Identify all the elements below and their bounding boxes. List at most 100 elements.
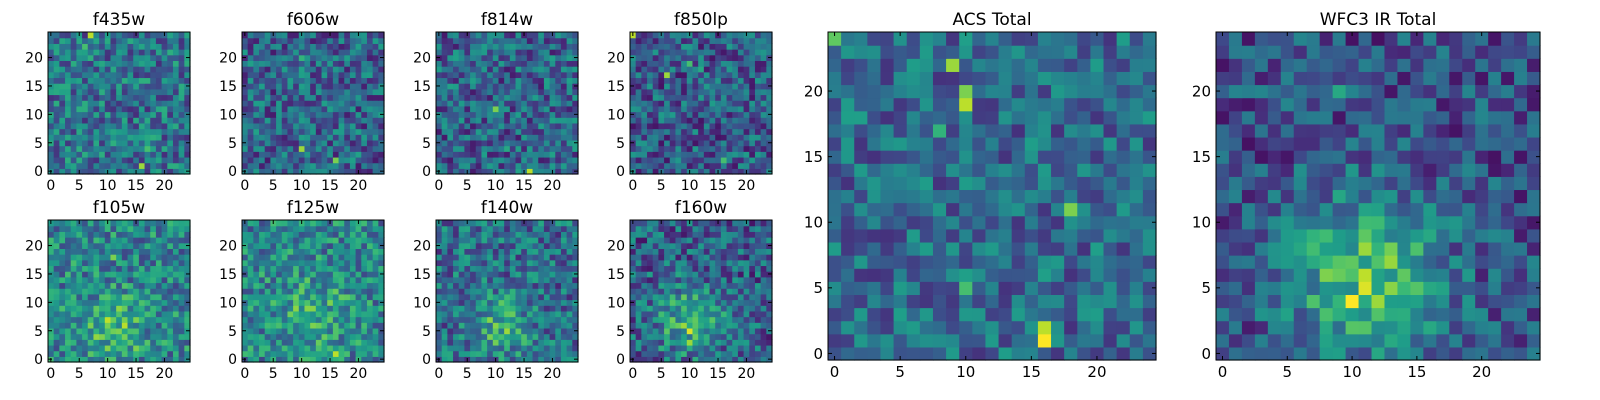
heatmap-cell	[647, 344, 654, 352]
heatmap-cell	[321, 237, 328, 244]
heatmap-cell	[99, 66, 106, 73]
heatmap-cell	[53, 225, 60, 232]
heatmap-cell	[82, 162, 89, 169]
heatmap-cell	[532, 111, 539, 118]
heatmap-cell	[715, 134, 722, 141]
heatmap-cell	[87, 117, 95, 124]
heatmap-cell	[184, 322, 191, 329]
heatmap-cell	[549, 77, 556, 84]
heatmap-cell	[161, 344, 168, 352]
heatmap-cell	[70, 237, 77, 244]
heatmap-cell	[560, 305, 568, 312]
heatmap-cell	[754, 156, 762, 164]
heatmap-cell	[253, 271, 260, 278]
heatmap-cell	[270, 310, 277, 318]
heatmap-cell	[349, 32, 357, 39]
heatmap-cell	[504, 88, 511, 96]
heatmap-cell	[372, 100, 379, 107]
heatmap-cell	[515, 145, 522, 152]
heatmap-cell	[675, 83, 682, 90]
heatmap-cell	[555, 88, 562, 96]
heatmap-cell	[470, 220, 477, 227]
heatmap-cell	[293, 265, 300, 272]
heatmap-cell	[127, 322, 134, 329]
heatmap-cell	[184, 316, 191, 323]
heatmap-cell	[99, 339, 106, 346]
heatmap-cell	[178, 168, 185, 175]
heatmap-cell	[726, 54, 733, 61]
heatmap-cell	[464, 327, 471, 335]
heatmap-cell	[698, 282, 705, 289]
heatmap-cell	[361, 248, 368, 255]
heatmap-cell	[566, 265, 573, 272]
heatmap-cell	[127, 100, 134, 107]
heatmap-cell	[366, 168, 374, 175]
heatmap-cell	[441, 105, 448, 113]
heatmap-cell	[178, 220, 185, 227]
heatmap-cell	[270, 156, 277, 164]
heatmap-cell	[242, 117, 249, 124]
heatmap-cell	[458, 310, 465, 318]
heatmap-cell	[253, 100, 260, 107]
heatmap-cell	[167, 344, 174, 352]
heatmap-cell	[515, 316, 522, 323]
heatmap-cell	[470, 293, 477, 301]
heatmap-cell	[372, 88, 379, 96]
heatmap-cell	[366, 350, 374, 357]
heatmap-cell	[76, 271, 83, 278]
heatmap-cell	[703, 66, 711, 73]
heatmap-cell	[150, 299, 157, 306]
heatmap-cell	[709, 168, 716, 175]
heatmap-cell	[549, 60, 556, 67]
heatmap-cell	[566, 322, 573, 329]
heatmap-cell	[99, 71, 106, 79]
y-tick-label: 15	[219, 267, 237, 283]
heatmap-cell	[247, 162, 254, 169]
heatmap-cell	[298, 66, 306, 73]
heatmap-cell	[754, 151, 762, 158]
heatmap-cell	[127, 168, 134, 175]
heatmap-cell	[242, 288, 249, 295]
heatmap-cell	[65, 128, 72, 135]
heatmap-cell	[453, 151, 460, 158]
heatmap-cell	[720, 288, 728, 295]
heatmap-cell	[259, 43, 266, 50]
heatmap-cell	[378, 231, 385, 238]
heatmap-cell	[526, 299, 534, 306]
heatmap-cell	[532, 83, 539, 90]
heatmap-cell	[760, 288, 767, 295]
heatmap-cell	[686, 293, 694, 301]
heatmap-cell	[361, 139, 368, 147]
heatmap-cell	[110, 248, 117, 255]
heatmap-cell	[492, 43, 500, 50]
heatmap-cell	[270, 145, 277, 152]
heatmap-cell	[70, 43, 77, 50]
heatmap-cell	[566, 220, 573, 227]
heatmap-cell	[715, 293, 722, 301]
heatmap-cell	[732, 37, 739, 44]
heatmap-cell	[247, 282, 254, 289]
heatmap-cell	[470, 248, 477, 255]
heatmap-cell	[754, 282, 762, 289]
heatmap-cell	[178, 231, 185, 238]
heatmap-cell	[464, 83, 471, 90]
heatmap-cell	[647, 32, 654, 39]
heatmap-cell	[686, 282, 694, 289]
heatmap-cell	[310, 139, 317, 147]
heatmap-cell	[441, 350, 448, 357]
heatmap-cell	[526, 83, 534, 90]
heatmap-cell	[253, 145, 260, 152]
heatmap-cell	[475, 145, 483, 152]
heatmap-cell	[144, 327, 151, 335]
heatmap-cell	[321, 293, 328, 301]
heatmap-cell	[698, 162, 705, 169]
heatmap-cell	[453, 54, 460, 61]
heatmap-cell	[48, 293, 55, 301]
heatmap-cell	[436, 134, 443, 141]
heatmap-cell	[504, 316, 511, 323]
heatmap-cell	[298, 276, 306, 284]
heatmap-cell	[526, 259, 534, 267]
heatmap-cell	[110, 32, 117, 39]
heatmap-cell	[464, 145, 471, 152]
